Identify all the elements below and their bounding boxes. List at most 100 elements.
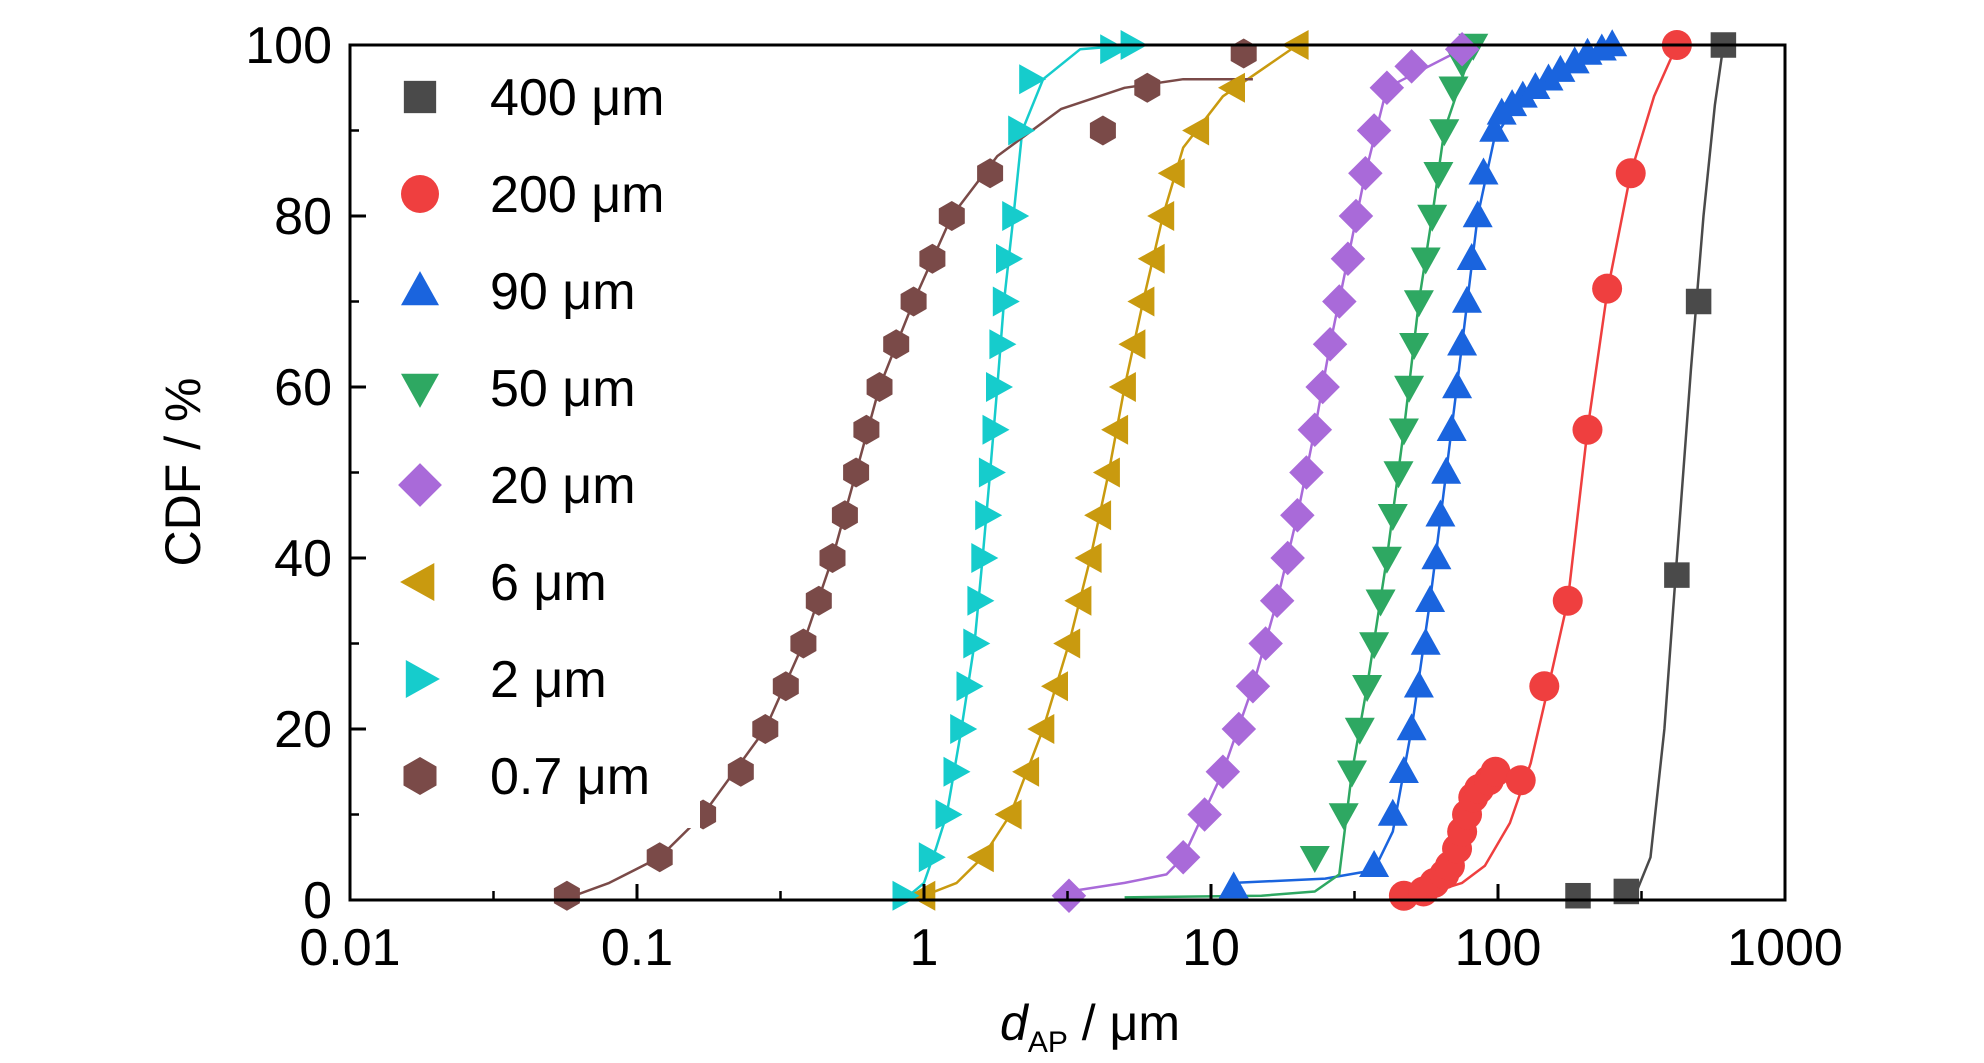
point-50-um-17 bbox=[1429, 119, 1460, 147]
series-6-um bbox=[908, 30, 1309, 911]
point-90-um-21 bbox=[1507, 80, 1538, 108]
legend: 400 μm 200 μm 90 μm 50 μm 20 μm 6 μm 2 μm 0.7 μ… bbox=[370, 58, 700, 828]
point-2-um-3 bbox=[943, 756, 971, 787]
series-0-7-um bbox=[553, 38, 1257, 911]
point-50-um-4 bbox=[1352, 675, 1383, 702]
legend-label-50-um: 50 μm bbox=[490, 360, 636, 418]
point-90-um-22 bbox=[1520, 72, 1551, 99]
point-2-um-17 bbox=[1008, 115, 1036, 146]
x-tick-label: 0.01 bbox=[299, 919, 400, 977]
legend-label-400-um: 400 μm bbox=[490, 69, 664, 127]
point-0-7-um-7 bbox=[805, 585, 832, 616]
point-6-um-15 bbox=[1137, 243, 1165, 274]
legend-label-6-um: 6 μm bbox=[490, 554, 607, 612]
point-20-um-10 bbox=[1289, 455, 1324, 490]
x-tick-label: 1 bbox=[910, 919, 939, 977]
point-0-7-um-19 bbox=[1134, 72, 1161, 103]
legend-marker-0-7-um bbox=[403, 757, 437, 795]
point-6-um-8 bbox=[1074, 543, 1102, 573]
y-tick-label: 60 bbox=[274, 359, 332, 417]
point-20-um-0 bbox=[1051, 878, 1087, 913]
point-90-um-13 bbox=[1447, 328, 1478, 356]
legend-marker-90-um bbox=[401, 271, 439, 306]
point-2-um-18 bbox=[1019, 64, 1047, 95]
x-axis-ticks: 0.01 0.1 1 10 100 1000 bbox=[299, 884, 1843, 977]
point-6-um-7 bbox=[1064, 585, 1092, 616]
point-20-um-19 bbox=[1369, 70, 1405, 105]
legend-marker-20-um bbox=[398, 463, 442, 507]
point-0-7-um-15 bbox=[919, 243, 946, 274]
legend-marker-400-um bbox=[403, 80, 437, 114]
point-20-um-8 bbox=[1270, 540, 1305, 576]
point-90-um-25 bbox=[1559, 46, 1590, 74]
y-tick-label: 40 bbox=[274, 530, 332, 588]
point-2-um-13 bbox=[989, 329, 1017, 360]
point-90-um-16 bbox=[1462, 200, 1493, 228]
point-2-um-5 bbox=[956, 671, 984, 702]
point-20-um-5 bbox=[1235, 669, 1271, 704]
point-2-um-2 bbox=[935, 799, 963, 830]
point-0-7-um-1 bbox=[646, 842, 673, 873]
point-90-um-14 bbox=[1452, 285, 1482, 313]
point-6-um-3 bbox=[1012, 756, 1040, 787]
point-2-um-12 bbox=[986, 372, 1013, 402]
point-90-um-6 bbox=[1410, 627, 1441, 655]
point-20-um-20 bbox=[1394, 49, 1429, 84]
point-2-um-6 bbox=[963, 628, 991, 659]
point-50-um-2 bbox=[1337, 760, 1367, 788]
point-50-um-9 bbox=[1383, 461, 1414, 489]
point-0-7-um-11 bbox=[853, 414, 880, 445]
point-6-um-17 bbox=[1157, 158, 1185, 189]
series-90-um bbox=[1218, 29, 1628, 899]
point-90-um-15 bbox=[1456, 243, 1487, 270]
x-tick-label: 100 bbox=[1455, 919, 1542, 977]
point-6-um-0 bbox=[908, 880, 936, 911]
x-axis-label: dAP / μm bbox=[1000, 995, 1180, 1059]
fit-curve-400-um bbox=[1633, 44, 1725, 897]
point-2-um-1 bbox=[918, 842, 946, 873]
point-6-um-16 bbox=[1147, 201, 1175, 231]
point-2-um-7 bbox=[967, 585, 995, 616]
point-0-7-um-17 bbox=[977, 158, 1004, 189]
point-50-um-12 bbox=[1399, 333, 1430, 360]
legend-marker-50-um bbox=[401, 373, 439, 408]
point-400-um-0 bbox=[1565, 882, 1591, 909]
point-90-um-18 bbox=[1479, 114, 1510, 142]
legend-label-90-um: 90 μm bbox=[490, 263, 636, 321]
series-400-um bbox=[1565, 32, 1737, 909]
point-2-um-16 bbox=[1002, 201, 1030, 231]
point-2-um-10 bbox=[978, 457, 1006, 488]
point-90-um-9 bbox=[1425, 499, 1456, 527]
point-200-um-12 bbox=[1505, 765, 1536, 796]
point-90-um-5 bbox=[1403, 670, 1434, 698]
point-50-um-7 bbox=[1371, 546, 1402, 574]
point-6-um-13 bbox=[1118, 329, 1146, 360]
point-2-um-14 bbox=[992, 286, 1020, 317]
point-90-um-4 bbox=[1396, 713, 1427, 741]
x-axis-label-symbol: d bbox=[1000, 995, 1030, 1051]
point-50-um-14 bbox=[1410, 247, 1441, 275]
x-tick-label: 1000 bbox=[1727, 919, 1843, 977]
point-200-um-15 bbox=[1572, 414, 1603, 445]
point-0-7-um-6 bbox=[790, 628, 817, 659]
point-6-um-2 bbox=[994, 799, 1022, 830]
point-90-um-12 bbox=[1442, 371, 1473, 399]
point-200-um-11 bbox=[1480, 756, 1511, 787]
y-tick-label: 80 bbox=[274, 188, 332, 246]
point-50-um-1 bbox=[1328, 803, 1359, 831]
y-tick-label: 20 bbox=[274, 701, 332, 759]
point-90-um-11 bbox=[1436, 414, 1467, 441]
point-0-7-um-0 bbox=[553, 880, 580, 911]
point-90-um-24 bbox=[1545, 54, 1576, 82]
point-2-um-9 bbox=[975, 500, 1003, 531]
point-6-um-14 bbox=[1127, 286, 1155, 317]
point-6-um-18 bbox=[1182, 115, 1210, 146]
point-6-um-6 bbox=[1053, 628, 1081, 659]
point-20-um-15 bbox=[1330, 241, 1366, 276]
series-20-um bbox=[1051, 32, 1480, 913]
legend-label-200-um: 200 μm bbox=[490, 166, 664, 224]
point-2-um-11 bbox=[982, 414, 1010, 445]
point-90-um-0 bbox=[1218, 871, 1249, 899]
point-50-um-8 bbox=[1377, 504, 1408, 531]
